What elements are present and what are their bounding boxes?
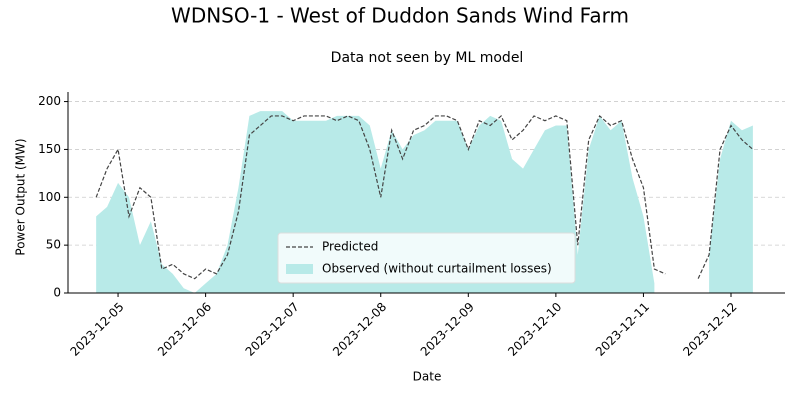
y-tick-label: 0 [53,286,61,300]
legend-swatch [286,264,313,274]
legend: Predicted Observed (without curtailment l… [277,232,576,284]
x-tick-label: 2023-12-12 [680,300,739,359]
legend-label: Observed (without curtailment losses) [322,262,552,276]
x-tick-label: 2023-12-11 [593,300,652,359]
series-line [95,114,754,280]
legend-label: Predicted [322,240,378,254]
x-tick-label: 2023-12-08 [330,300,389,359]
y-tick-label: 200 [38,94,61,108]
x-tick-label: 2023-12-06 [155,300,214,359]
y-tick-label: 100 [38,190,61,204]
legend-box [277,232,576,284]
x-tick-label: 2023-12-09 [418,300,477,359]
chart-subtitle: Data not seen by ML model [331,50,524,66]
y-axis-label: Power Output (MW) [14,138,28,255]
x-axis-label: Date [413,370,442,384]
x-tick-label: 2023-12-05 [67,300,126,359]
chart-title: WDNSO-1 - West of Duddon Sands Wind Farm [171,4,629,28]
series-area [96,111,753,294]
y-tick-label: 50 [46,238,61,252]
x-tick-label: 2023-12-07 [243,300,302,359]
x-tick-label: 2023-12-10 [505,300,564,359]
y-tick-label: 150 [38,142,61,156]
